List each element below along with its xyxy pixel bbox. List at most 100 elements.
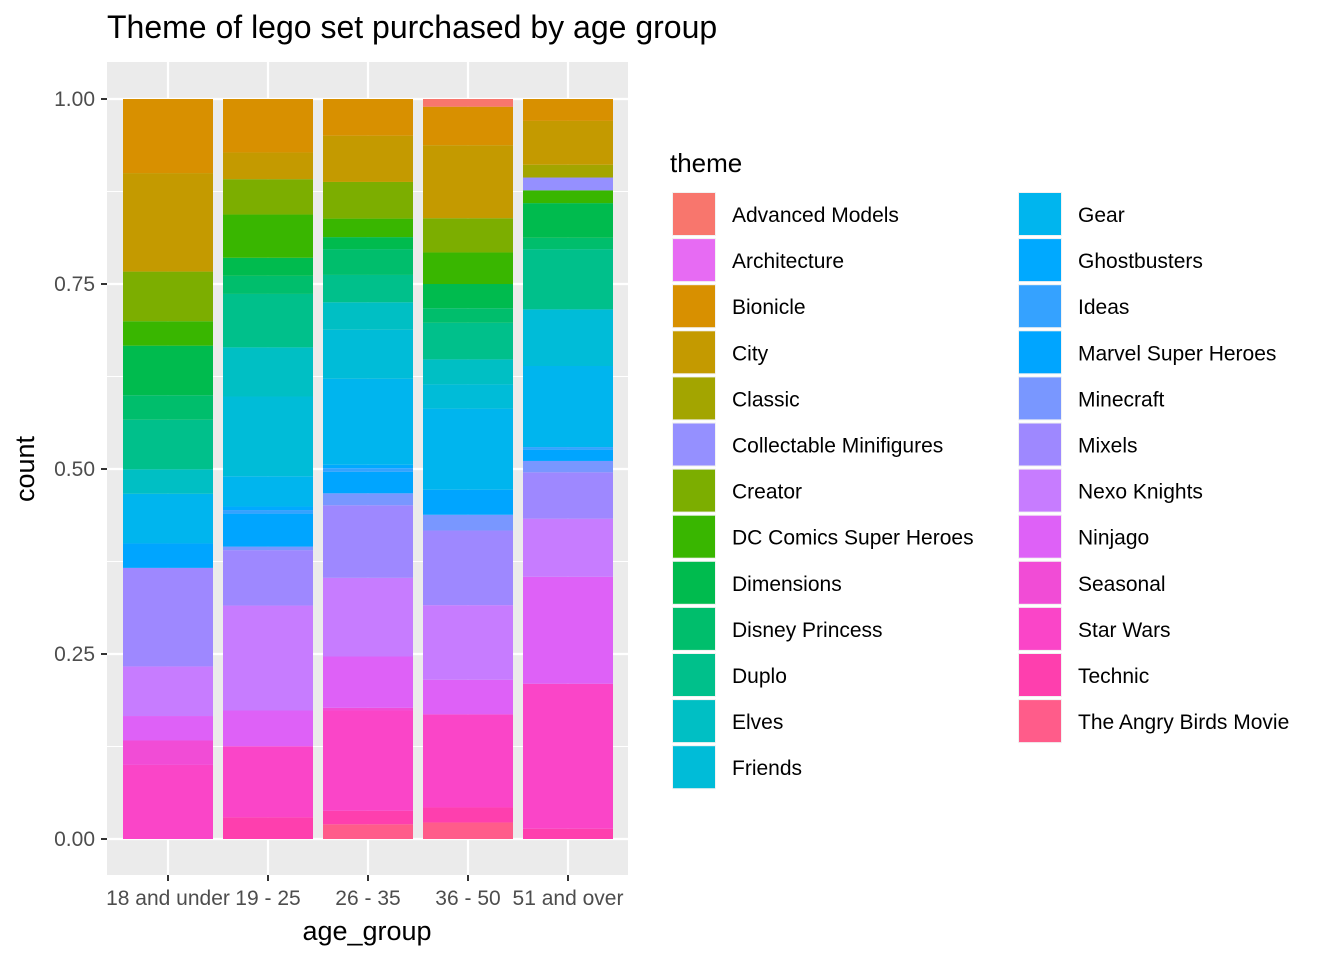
legend-key <box>1019 654 1061 696</box>
legend-key <box>1019 515 1061 558</box>
bar-segment <box>123 345 213 396</box>
bar-segment <box>323 577 413 657</box>
bar-segment <box>223 510 313 514</box>
legend-key <box>673 285 715 328</box>
legend-key <box>673 607 715 650</box>
bar-segment <box>123 469 213 494</box>
legend-key <box>673 561 715 604</box>
bar-segment <box>423 679 513 715</box>
legend-key <box>673 331 715 374</box>
legend-key <box>673 423 715 466</box>
chart-title: Theme of lego set purchased by age group <box>107 9 717 45</box>
x-tick-label: 51 and over <box>513 887 624 910</box>
legend-key <box>673 239 715 282</box>
bar-segment <box>223 347 313 397</box>
bar-segment <box>423 218 513 253</box>
bar-segment <box>423 145 513 219</box>
bar-segment <box>423 322 513 360</box>
bar-segment <box>523 828 613 839</box>
bar-segment <box>223 710 313 747</box>
bar-segment <box>423 714 513 808</box>
bar-segment <box>323 710 413 811</box>
bar-segment <box>223 550 313 606</box>
bar-segment <box>523 472 613 519</box>
bar-segment <box>123 173 213 272</box>
legend-key <box>673 654 715 696</box>
legend-label: Ideas <box>1078 296 1129 319</box>
bar-segment <box>323 707 413 711</box>
bar-segment <box>523 164 613 178</box>
bar-segment <box>423 408 513 490</box>
bar-segment <box>223 214 313 258</box>
y-tick-label: 0.00 <box>54 828 95 851</box>
legend-label: Bionicle <box>732 296 806 319</box>
bar-segment <box>123 716 213 741</box>
legend-key <box>673 746 715 789</box>
legend-label: Minecraft <box>1078 388 1165 411</box>
legend-key <box>1019 239 1061 282</box>
bar-segment <box>323 329 413 379</box>
bar-segment <box>323 505 413 578</box>
bar-segment <box>423 530 513 606</box>
y-axis-title: count <box>10 435 40 502</box>
bar-segment <box>223 179 313 215</box>
x-axis-title: age_group <box>302 916 431 946</box>
bar-segment <box>323 471 413 494</box>
bar-segment <box>223 99 313 153</box>
bar-segment <box>223 506 313 511</box>
bar-segment <box>123 543 213 568</box>
bar-segment <box>323 464 413 469</box>
legend-key <box>673 515 715 558</box>
x-tick-label: 26 - 35 <box>335 887 400 910</box>
legend-label: Dimensions <box>732 573 842 596</box>
bar-segment <box>523 518 613 577</box>
bar-segment <box>223 152 313 180</box>
y-tick-label: 0.50 <box>54 458 95 481</box>
legend-label: Classic <box>732 388 800 411</box>
legend-key <box>673 193 715 235</box>
bar-segment <box>223 817 313 839</box>
bar-segment <box>123 567 213 667</box>
bar-segment <box>323 824 413 839</box>
legend-title: theme <box>670 148 742 178</box>
legend-label: City <box>732 342 769 365</box>
bar-segment <box>523 99 613 121</box>
bar-segment <box>523 309 613 366</box>
bar-segment <box>423 308 513 323</box>
bar-segment <box>323 181 413 219</box>
bar-segment <box>523 177 613 191</box>
legend-key <box>673 469 715 512</box>
bar-segment <box>123 493 213 544</box>
bar-segment <box>223 476 313 507</box>
y-tick-label: 0.75 <box>54 273 95 296</box>
legend-label: Duplo <box>732 665 787 688</box>
bar-segment <box>123 419 213 470</box>
bar-segment <box>123 666 213 717</box>
legend-label: Advanced Models <box>732 204 899 227</box>
bar-segment <box>423 822 513 839</box>
legend-label: Ninjago <box>1078 527 1149 550</box>
bar-segment <box>223 275 313 294</box>
bar-segment <box>423 99 513 107</box>
bar-segment <box>323 135 413 182</box>
bar-segment <box>523 460 613 473</box>
x-axis: 18 and under 19 - 25 26 - 35 36 - 50 51 and … <box>106 875 623 910</box>
bar-segment <box>323 237 413 250</box>
bar-segment <box>223 257 313 276</box>
bar-segment <box>223 605 313 711</box>
y-axis: 0.00 0.25 0.50 0.75 1.00 <box>54 88 107 851</box>
bar-segment <box>223 513 313 547</box>
bar-segment <box>323 274 413 303</box>
bar-segment <box>123 321 213 346</box>
bar-segment <box>323 99 413 136</box>
bar-segment <box>523 447 613 450</box>
bar-segment <box>223 546 313 551</box>
bar-segment <box>323 302 413 330</box>
legend-key <box>1019 700 1061 743</box>
bar-segment <box>423 807 513 823</box>
x-tick-label: 19 - 25 <box>235 887 300 910</box>
legend-label: DC Comics Super Heroes <box>732 527 974 550</box>
bar-segment <box>323 218 413 238</box>
bar-segment <box>523 683 613 829</box>
